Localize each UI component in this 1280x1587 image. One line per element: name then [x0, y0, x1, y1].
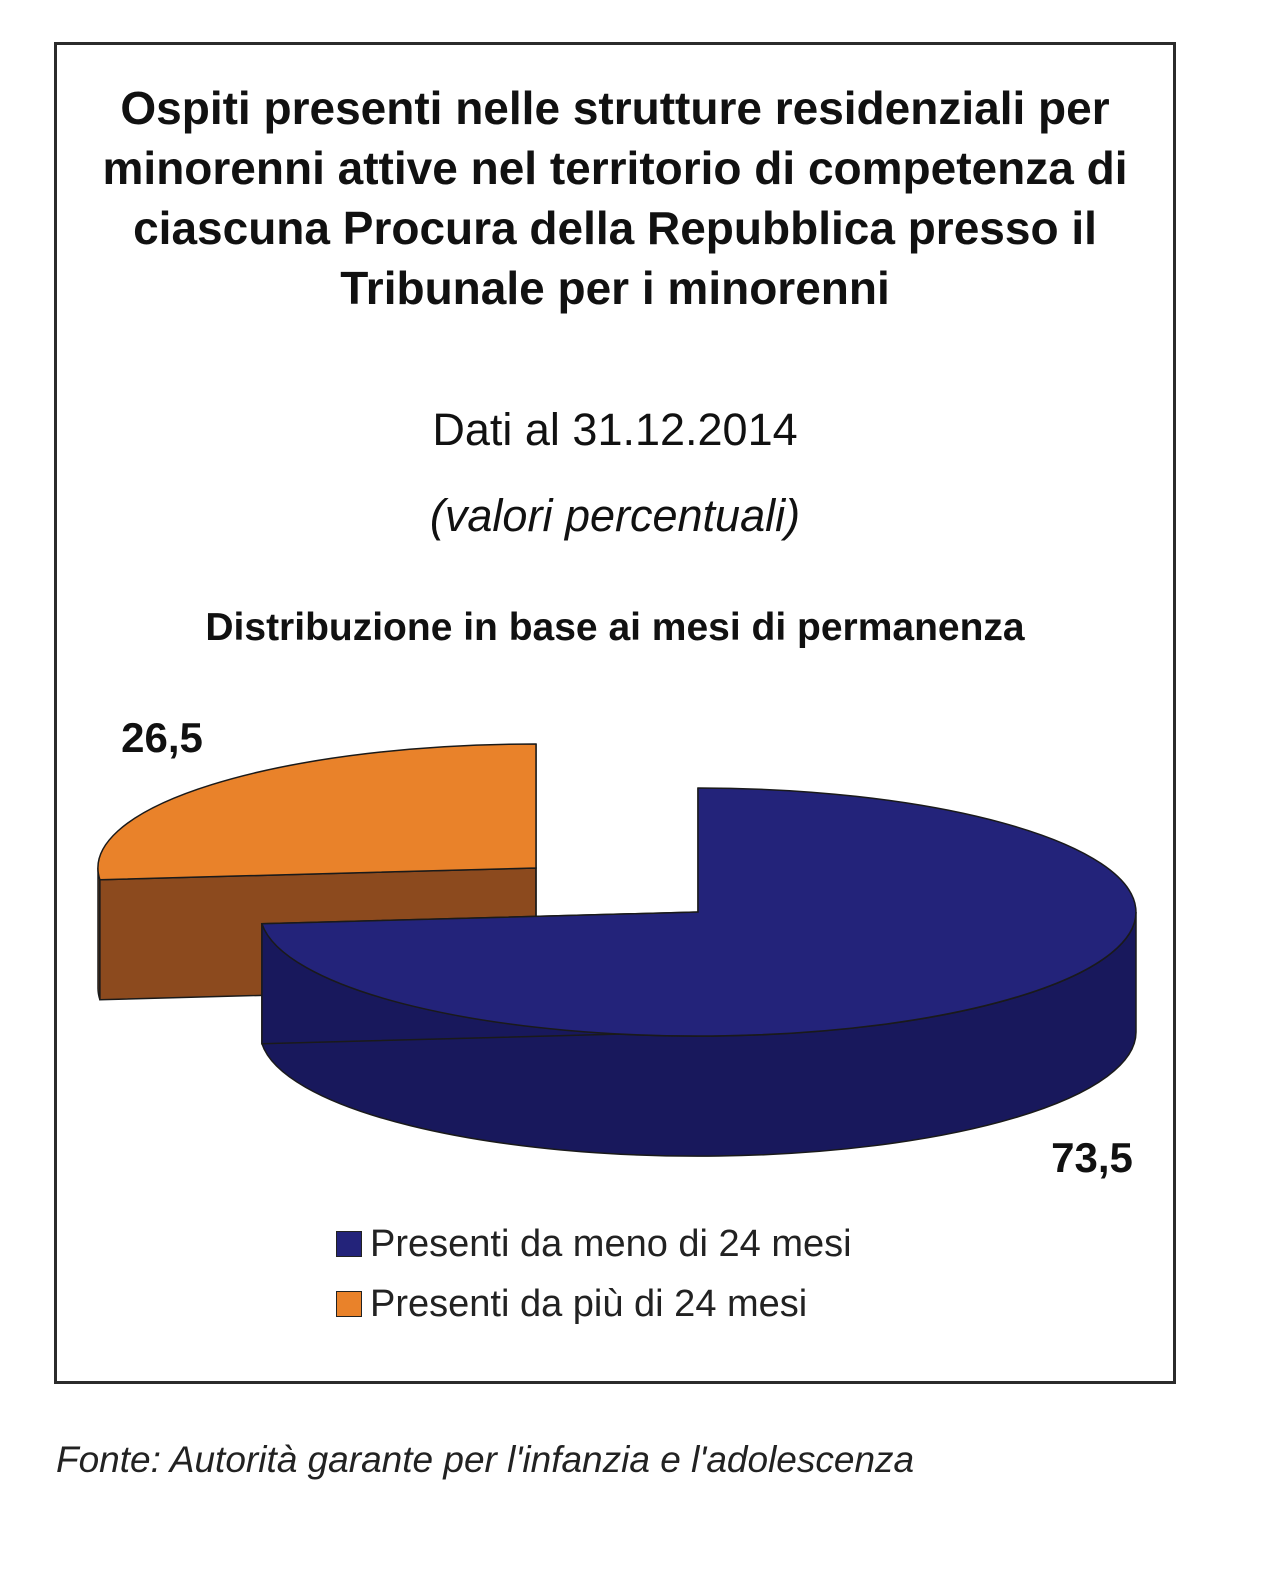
data-label-over-24: 26,5	[121, 714, 203, 761]
pie-slice-under-24	[260, 787, 1137, 1157]
legend-swatch-under-24	[336, 1231, 362, 1257]
chart-unit-note: (valori percentuali)	[429, 490, 801, 541]
chart-main-title: Ospiti presenti nelle strutture residenz…	[102, 82, 1128, 314]
source-note: Fonte: Autorità garante per l'infanzia e…	[56, 1439, 915, 1480]
legend-label-under-24: Presenti da meno di 24 mesi	[370, 1223, 852, 1265]
pie-slice-over-24-top	[97, 743, 537, 881]
data-label-under-24: 73,5	[1051, 1134, 1133, 1181]
chart-frame	[54, 42, 1176, 1384]
legend-item-over-24: Presenti da più di 24 mesi	[336, 1274, 1036, 1334]
chart-legend: Presenti da meno di 24 mesi Presenti da …	[336, 1214, 1036, 1334]
legend-label-over-24: Presenti da più di 24 mesi	[370, 1283, 808, 1325]
chart-date-subtitle: Dati al 31.12.2014	[432, 404, 798, 455]
pie-slice-under-24-top	[260, 787, 1137, 1037]
pie-chart-title: Distribuzione in base ai mesi di permane…	[205, 606, 1025, 649]
legend-swatch-over-24	[336, 1291, 362, 1317]
legend-item-under-24: Presenti da meno di 24 mesi	[336, 1214, 1036, 1274]
